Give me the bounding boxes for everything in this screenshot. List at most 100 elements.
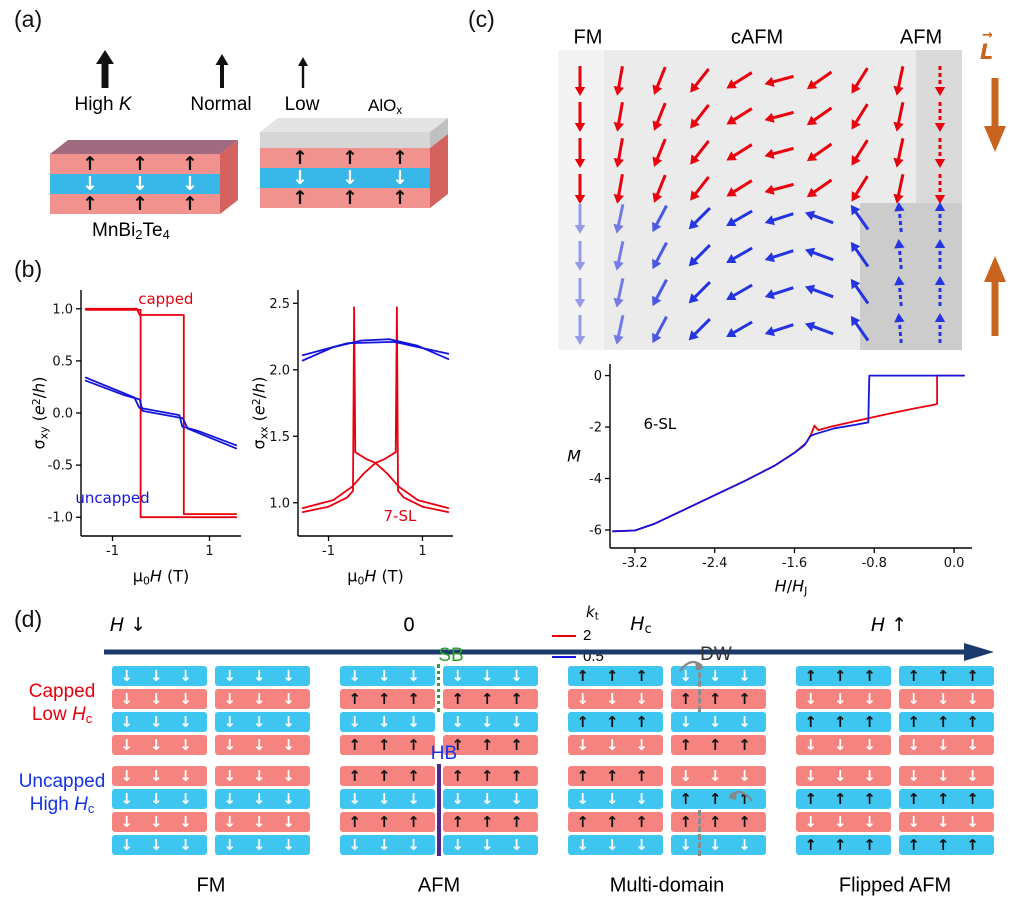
spin-up-icon: ↑ [82,193,98,215]
moment-down-icon: ↓ [377,713,391,731]
moment-up-icon: ↑ [377,767,391,785]
moment-down-icon: ↓ [282,790,295,808]
moment-up-icon: ↑ [907,667,920,685]
spin-up-icon: ↑ [342,147,358,169]
dw-annotation: DW [700,644,732,665]
layer-stack-uncapped-multi-domain: ↑ ↑ ↑ ↓ ↓ ↓ ↓ ↓ ↓ ↑ ↑ ↑ ↑ ↑ ↑ ↑ ↑ ↑ ↓ ↓ ↓ ↓ ↓ ↓ [568,766,766,856]
dw2-line [698,810,701,856]
neel-down-arrow-icon [984,78,1006,152]
spin-arrow-bottom [726,209,753,227]
moment-up-icon: ↑ [966,790,979,808]
layer-segment: ↓ ↓ ↓ [796,735,891,755]
magnetization-svg: -3.2 -2.4 -1.6 -0.8 0.0 0 -2 -4 -6 [589,364,972,571]
moment-down-icon: ↓ [966,736,979,754]
layer-segment: ↓ ↓ ↓ [112,766,207,786]
moment-down-icon: ↓ [679,713,692,731]
moment-up-icon: ↑ [679,690,692,708]
layer-segment: ↑ ↑ ↑ [796,789,891,809]
layer-segment: ↑ ↑ ↑ [796,712,891,732]
sample-row-label: Capped [28,681,96,702]
spin-arrow-top [893,101,905,132]
y-tick-label: 1.0 [52,302,73,317]
moment-up-icon: ↑ [480,736,494,754]
moment-down-icon: ↓ [179,690,192,708]
moment-down-icon: ↓ [252,713,266,731]
spin-arrow-top [652,102,667,131]
layer-stack-uncapped-flipped-afm: ↓ ↓ ↓ ↓ ↓ ↓ ↑ ↑ ↑ ↑ ↑ ↑ ↓ ↓ ↓ ↓ ↓ ↓ ↑ ↑ ↑ ↑ ↑ ↑ [796,766,994,855]
spin-arrow-bottom [652,315,668,344]
layer-segment: ↓ ↓ ↓ [215,812,310,832]
sigma_xx-svg: -1 1 1.0 1.5 2.0 2.5 [269,290,453,559]
moment-down-icon: ↓ [708,767,722,785]
moment-down-icon: ↓ [451,713,464,731]
moment-up-icon: ↑ [348,767,361,785]
sigma-xy-chart: -1 1 1.0 0.5 0.0 -0.5 -1.0 capped uncapped σxy (e… [26,276,251,588]
spin-arrow-bottom [726,246,753,264]
layer-segment: ↑ ↑ ↑ [443,735,538,755]
layer-segment: ↑ ↑ ↑ [568,712,663,732]
moment-down-icon: ↓ [738,767,751,785]
spin-arrow-top [764,110,794,123]
spin-arrow-top [851,67,869,94]
moment-down-icon: ↓ [804,736,817,754]
moment-up-icon: ↑ [936,713,950,731]
state-label-flipped-afm: Flipped AFM [838,874,952,897]
moment-up-icon: ↑ [407,813,420,831]
moment-down-icon: ↓ [252,836,266,854]
spin-arrow-top [574,174,586,204]
sb-line [437,664,440,712]
moment-down-icon: ↓ [708,713,722,731]
moment-down-icon: ↓ [863,813,876,831]
spin-arrow-top [574,102,586,132]
moment-down-icon: ↓ [407,667,420,685]
cap-side-face [430,118,448,148]
moment-down-icon: ↓ [863,736,876,754]
moment-down-icon: ↓ [708,836,722,854]
spin-up-icon: ↑ [132,193,148,215]
moment-up-icon: ↑ [480,690,494,708]
spin-arrow-top [690,104,710,129]
moment-down-icon: ↓ [576,736,589,754]
moment-down-icon: ↓ [833,813,847,831]
field-axis-label: H ↓ [109,614,147,636]
spin-arrow-top [726,143,753,161]
slab-capped: ↑ ↑ ↑ ↓ ↓ ↓ ↑ ↑ ↑ [255,92,465,219]
layer-segment: ↑ ↑ ↑ [443,766,538,786]
x-tick-label: 1 [418,544,426,559]
moment-up-icon: ↑ [635,713,648,731]
spin-arrow-bottom [934,276,946,306]
spin-arrow-bottom [688,281,711,304]
moment-up-icon: ↑ [605,767,619,785]
moment-down-icon: ↓ [348,790,361,808]
layer-segment: ↓ ↓ ↓ [443,712,538,732]
moment-up-icon: ↑ [738,690,751,708]
moment-up-icon: ↑ [635,667,648,685]
spin-arrow-bottom [688,207,711,230]
spin-up-icon: ↑ [132,153,148,175]
spin-arrow-top [726,179,753,197]
layer-segment: ↓ ↓ ↓ [112,812,207,832]
moment-down-icon: ↓ [936,813,950,831]
spin-arrow-bottom [850,241,870,268]
cap-label: AlOx [368,96,403,117]
moment-up-icon: ↑ [708,790,722,808]
spin-arrow-bottom [804,247,834,262]
moment-down-icon: ↓ [738,667,751,685]
y-tick-label: 2.0 [269,363,290,378]
y-tick-label: 0.0 [52,407,73,422]
moment-down-icon: ↓ [863,690,876,708]
moment-down-icon: ↓ [120,767,133,785]
moment-down-icon: ↓ [179,836,192,854]
moment-down-icon: ↓ [510,667,523,685]
layer-segment: ↑ ↑ ↑ [443,812,538,832]
moment-up-icon: ↑ [708,690,722,708]
moment-down-icon: ↓ [120,836,133,854]
moment-down-icon: ↓ [348,667,361,685]
moment-down-icon: ↓ [804,767,817,785]
moment-up-icon: ↑ [377,690,391,708]
spin-arrow-top [806,142,833,162]
spin-arrow-bottom [764,286,794,300]
moment-up-icon: ↑ [863,790,876,808]
layer-segment: ↓ ↓ ↓ [671,835,766,855]
